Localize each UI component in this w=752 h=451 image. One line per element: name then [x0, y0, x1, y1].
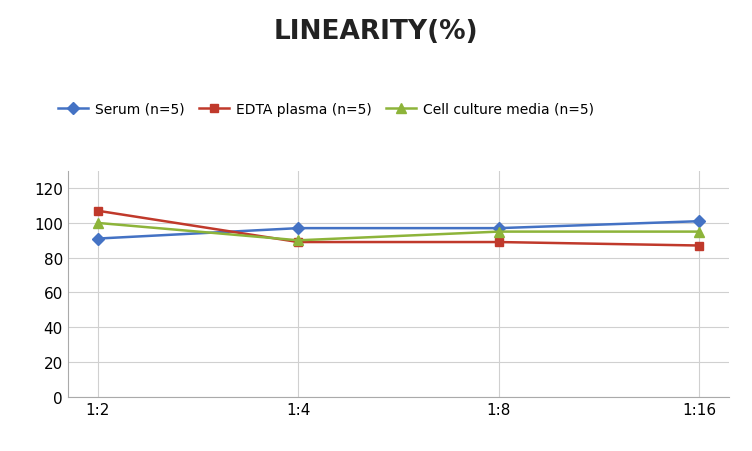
Cell culture media (n=5)	[93, 221, 102, 226]
EDTA plasma (n=5)	[93, 208, 102, 214]
Line: EDTA plasma (n=5): EDTA plasma (n=5)	[93, 207, 704, 250]
Cell culture media (n=5)	[695, 230, 704, 235]
Text: LINEARITY(%): LINEARITY(%)	[274, 18, 478, 45]
Serum (n=5)	[695, 219, 704, 225]
EDTA plasma (n=5)	[494, 240, 503, 245]
Line: Serum (n=5): Serum (n=5)	[93, 217, 704, 243]
Cell culture media (n=5)	[494, 230, 503, 235]
Legend: Serum (n=5), EDTA plasma (n=5), Cell culture media (n=5): Serum (n=5), EDTA plasma (n=5), Cell cul…	[52, 97, 600, 122]
EDTA plasma (n=5)	[695, 243, 704, 249]
Cell culture media (n=5)	[294, 238, 303, 244]
Serum (n=5)	[294, 226, 303, 231]
Serum (n=5)	[93, 236, 102, 242]
Line: Cell culture media (n=5): Cell culture media (n=5)	[93, 219, 704, 246]
Serum (n=5)	[494, 226, 503, 231]
EDTA plasma (n=5)	[294, 240, 303, 245]
